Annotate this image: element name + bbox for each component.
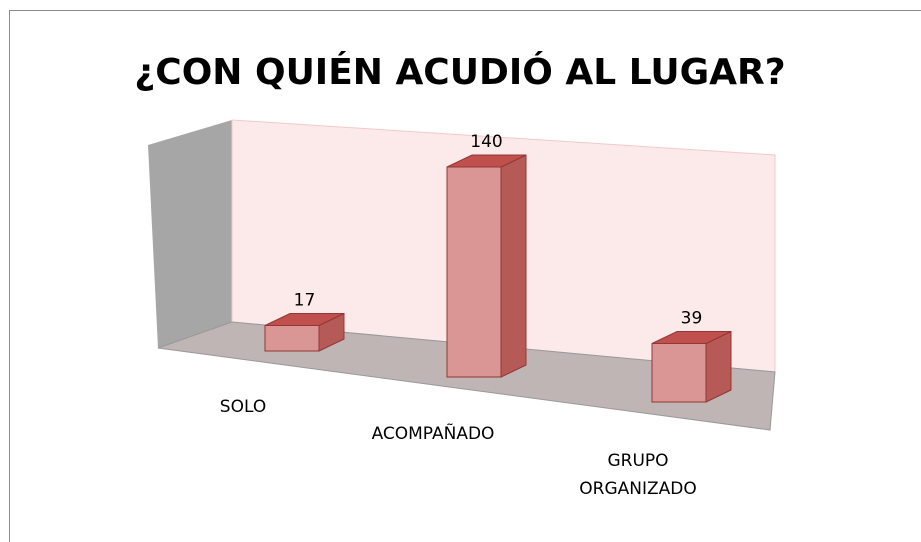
- x-tick-label: GRUPO ORGANIZADO: [579, 451, 696, 499]
- bar-side: [500, 154, 527, 378]
- chart-title: ¿CON QUIÉN ACUDIÓ AL LUGAR?: [134, 51, 785, 93]
- value-label: 140: [470, 132, 502, 152]
- bar: [651, 343, 707, 403]
- value-label: 17: [294, 291, 316, 311]
- value-label: 39: [681, 309, 703, 329]
- bar: [446, 166, 502, 378]
- side-wall: [148, 120, 232, 348]
- x-tick-label: ACOMPAÑADO: [372, 422, 495, 444]
- x-tick-label: SOLO: [220, 397, 266, 417]
- bar: [264, 325, 320, 352]
